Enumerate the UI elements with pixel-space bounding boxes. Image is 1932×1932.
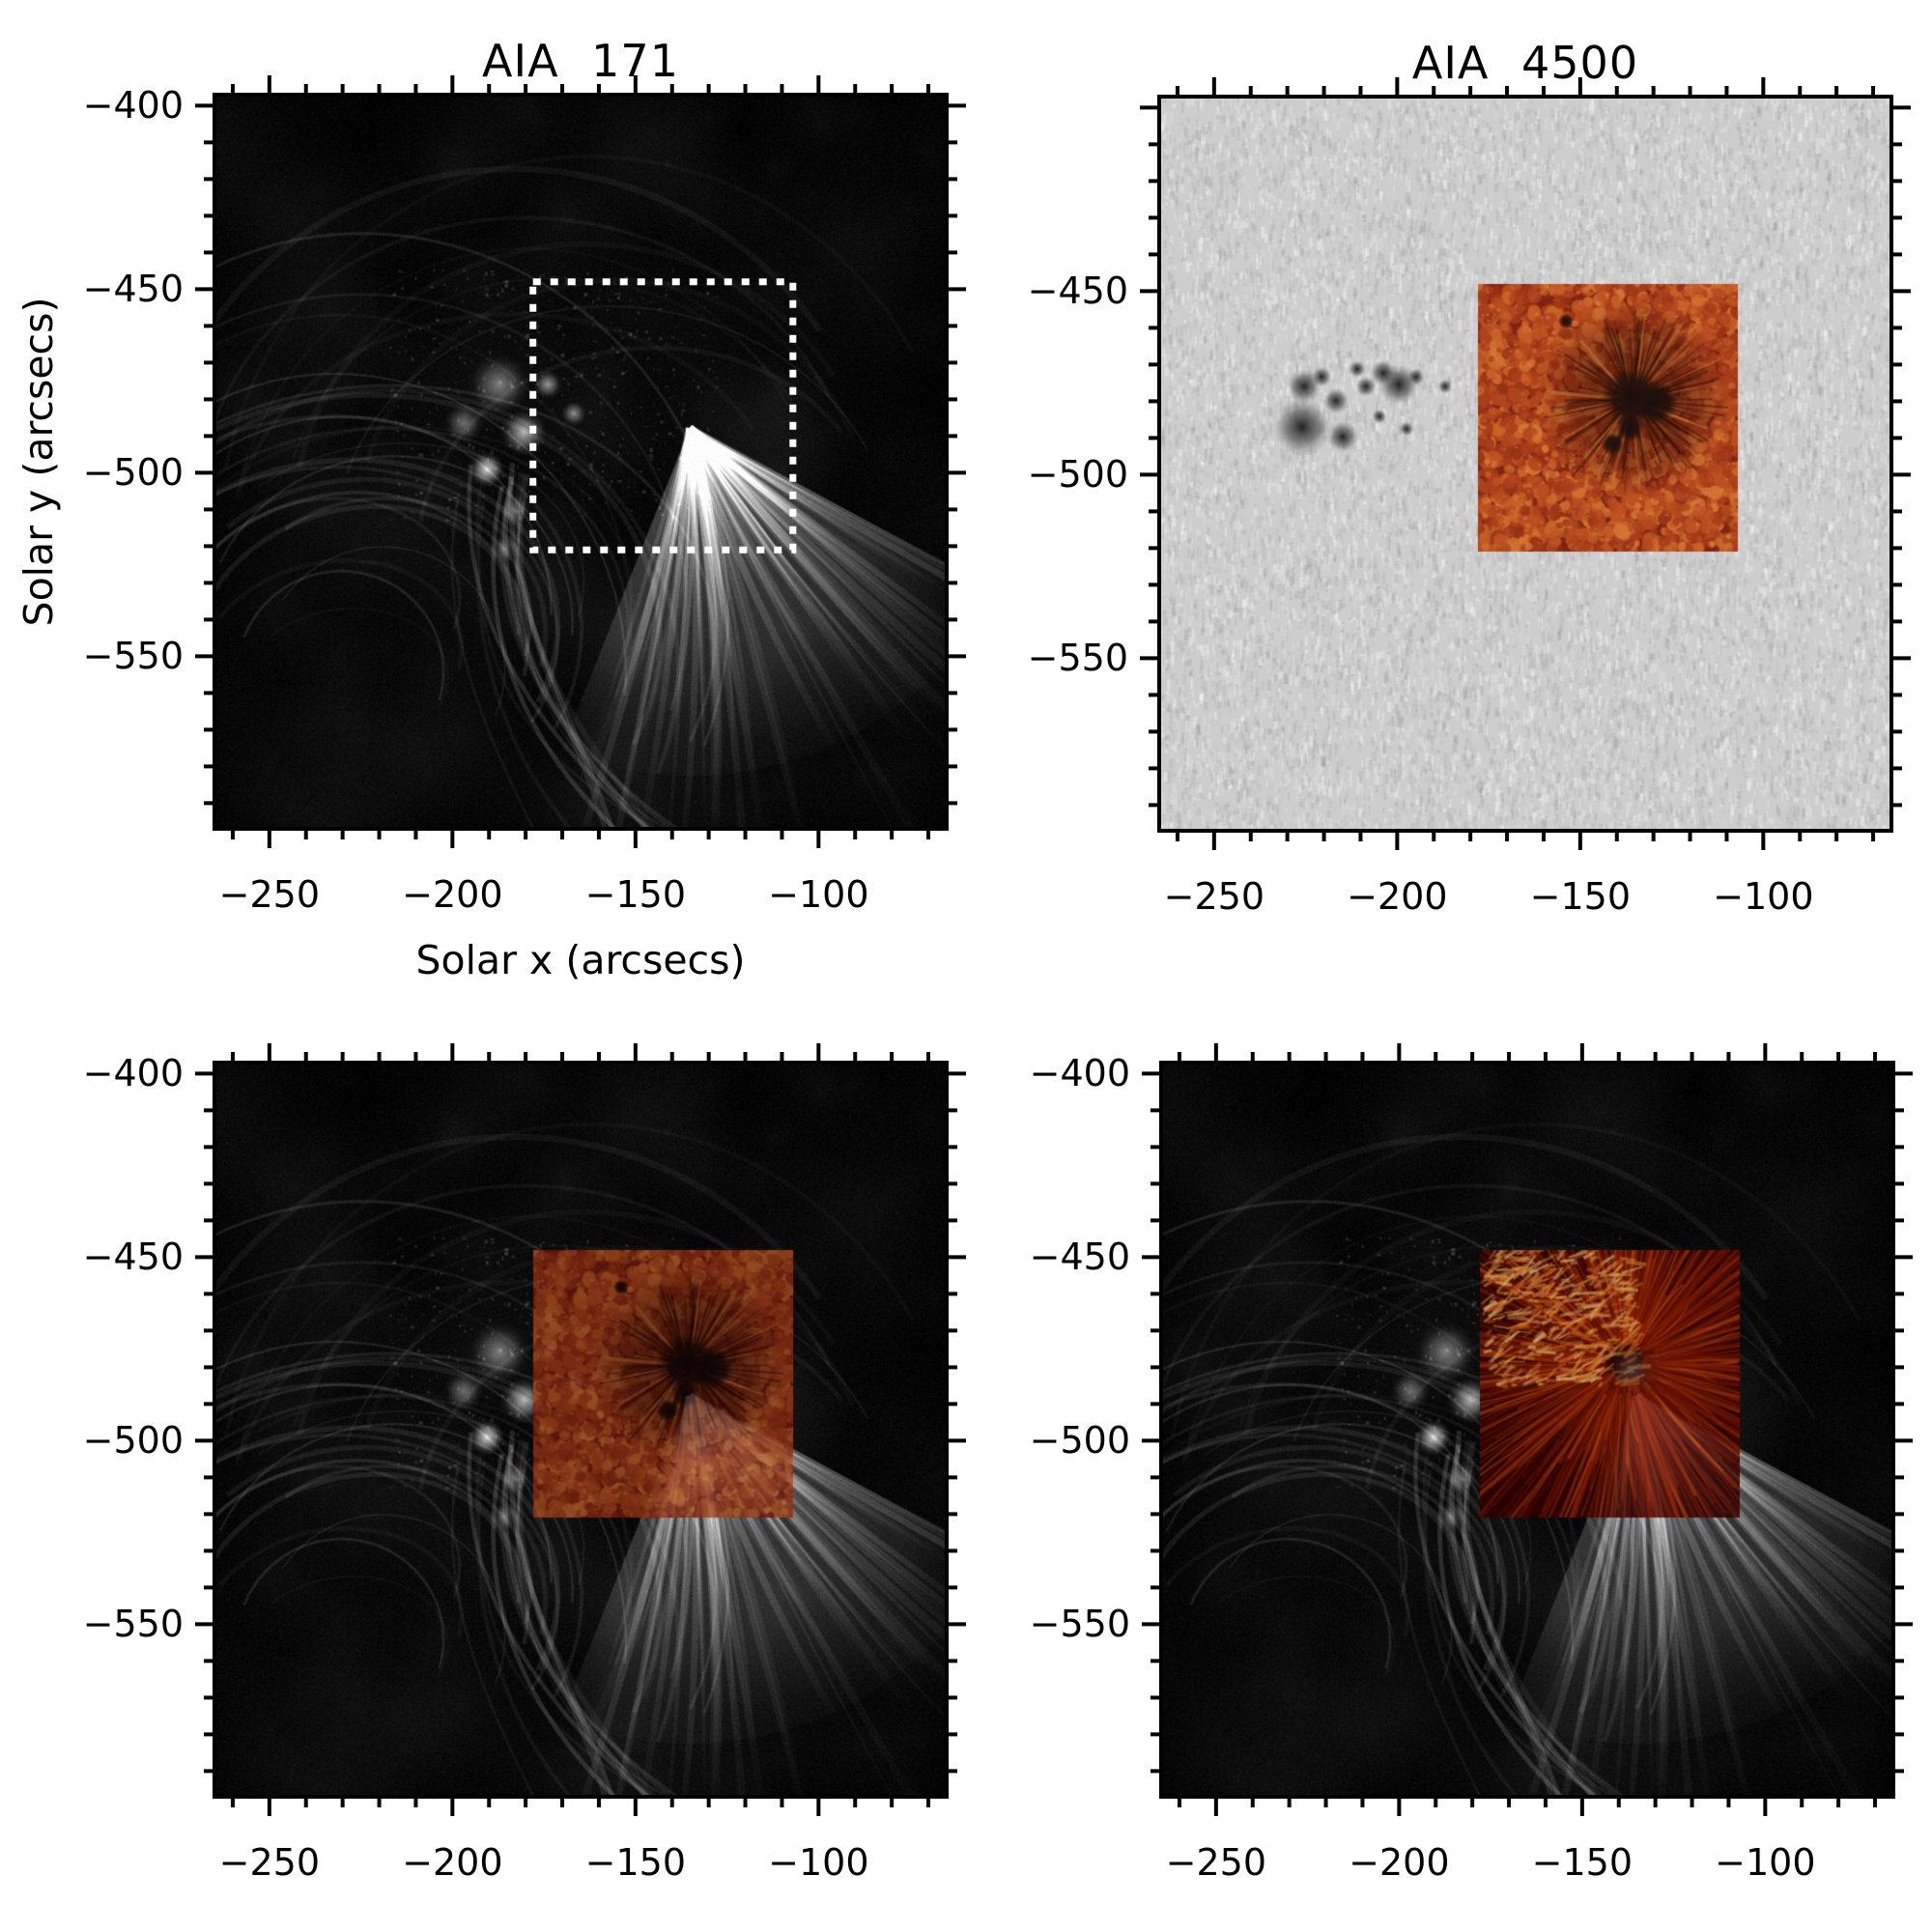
panel-title-aia-4500: AIA 4500	[1411, 37, 1639, 89]
solar-image-granulation-overlay	[214, 1063, 947, 1797]
x-tick-label: −200	[1349, 1841, 1450, 1884]
y-tick-labels: −400 −450 −500 −550	[29, 84, 184, 829]
x-tick-labels: −250 −200 −150 −100	[1161, 1797, 1893, 1884]
y-tick-label: −450	[1029, 1236, 1130, 1279]
x-tick-label: −100	[768, 873, 869, 916]
x-tick-label: −250	[218, 1841, 321, 1884]
x-tick-labels: −250 −200 −150 −100	[1159, 831, 1891, 918]
y-tick-label: −500	[1027, 453, 1128, 497]
y-tick-label: −550	[1027, 637, 1128, 680]
x-tick-labels: −250 −200 −150 −100	[214, 1797, 947, 1884]
x-tick-label: −100	[768, 1841, 869, 1884]
y-tick-label: −500	[1029, 1419, 1130, 1463]
y-tick-label: −400	[1029, 1052, 1130, 1095]
y-tick-label: −500	[82, 451, 184, 495]
plot-area-fibril-overlay	[1142, 1043, 1913, 1816]
x-tick-label: −150	[1531, 1841, 1634, 1884]
panel-aia-4500: AIA 4500 −450 −500 −550 −250 −200 −150 −100	[1028, 37, 1911, 918]
y-tick-label: −450	[82, 1236, 184, 1279]
y-tick-label: −400	[82, 1052, 184, 1095]
y-tick-labels: −450 −500 −550	[974, 97, 1128, 831]
y-tick-label: −550	[82, 1603, 184, 1646]
plot-area-granulation-overlay	[195, 1043, 966, 1816]
y-axis-title: Solar y (arcsecs)	[15, 297, 62, 627]
x-tick-label: −250	[218, 873, 321, 916]
solar-image-fibril-overlay	[1161, 1063, 1893, 1797]
x-tick-label: −100	[1715, 1841, 1816, 1884]
y-tick-label: −550	[82, 635, 184, 678]
y-tick-label: −400	[82, 84, 184, 128]
plot-area-aia-4500	[1140, 77, 1911, 850]
x-tick-label: −200	[402, 873, 503, 916]
x-tick-label: −200	[402, 1841, 503, 1884]
x-tick-label: −150	[584, 1841, 687, 1884]
y-tick-labels: −400 −450 −500 −550	[29, 1052, 184, 1797]
panel-aia-171-granulation-overlay: −400 −450 −500 −550 −250 −200 −150 −100	[83, 1043, 966, 1884]
y-tick-label: −500	[82, 1419, 184, 1463]
solar-image-aia-4500	[1159, 97, 1891, 831]
x-tick-labels: −250 −200 −150 −100	[214, 829, 947, 916]
y-tick-label: −450	[1027, 270, 1128, 313]
y-tick-labels: −400 −450 −500 −550	[976, 1052, 1130, 1797]
x-tick-label: −150	[584, 873, 687, 916]
x-tick-label: −150	[1529, 875, 1632, 918]
panel-aia-171-fibril-overlay: −400 −450 −500 −550 −250 −200 −150 −100	[1030, 1043, 1913, 1884]
x-tick-label: −200	[1347, 875, 1448, 918]
x-tick-label: −250	[1163, 875, 1265, 918]
x-axis-title: Solar x (arcsecs)	[415, 937, 746, 983]
panel-aia-171: AIA 171 −400 −450 −500 −550 −250 −200 −150 −10…	[15, 35, 966, 983]
x-tick-label: −100	[1713, 875, 1814, 918]
x-tick-label: −250	[1165, 1841, 1267, 1884]
solar-image-aia-171	[214, 95, 947, 829]
y-tick-label: −450	[82, 268, 184, 311]
y-tick-label: −550	[1029, 1603, 1130, 1646]
panel-title-aia-171: AIA 171	[482, 35, 679, 87]
plot-area-aia-171	[195, 75, 966, 848]
